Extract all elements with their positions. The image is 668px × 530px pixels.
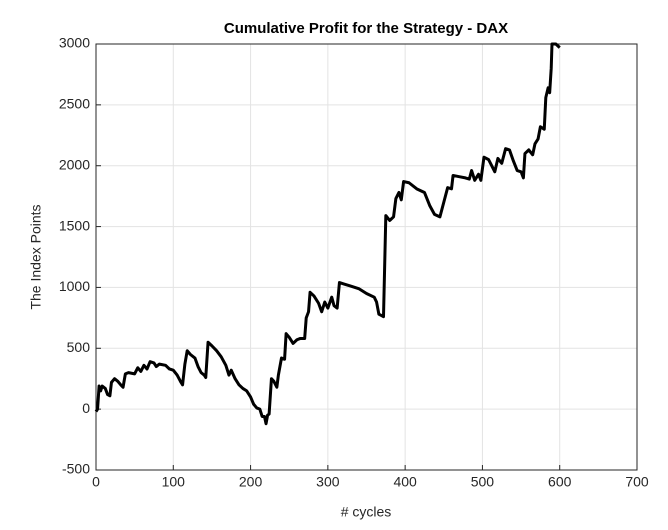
y-axis-label: The Index Points [28, 204, 44, 309]
x-tick-label: 100 [162, 474, 186, 490]
x-tick-label: 0 [92, 474, 100, 490]
y-tick-label: 1500 [59, 217, 90, 233]
y-tick-label: 3000 [59, 35, 90, 51]
y-tick-label: -500 [62, 461, 90, 477]
y-tick-label: 0 [82, 400, 90, 416]
x-tick-label: 400 [393, 474, 417, 490]
data-line [94, 42, 561, 426]
x-tick-label: 300 [316, 474, 340, 490]
y-tick-label: 500 [67, 339, 91, 355]
x-tick-label: 700 [625, 474, 649, 490]
y-tick-label: 2000 [59, 156, 90, 172]
x-axis-label: # cycles [341, 504, 392, 520]
axes-box [95, 43, 638, 471]
y-tick-label: 1000 [59, 278, 90, 294]
x-tick-label: 500 [471, 474, 495, 490]
y-tick-label: 2500 [59, 96, 90, 112]
x-tick-label: 600 [548, 474, 572, 490]
chart-title: Cumulative Profit for the Strategy - DAX [224, 20, 508, 37]
x-tick-label: 200 [239, 474, 263, 490]
plot-area [96, 44, 637, 470]
